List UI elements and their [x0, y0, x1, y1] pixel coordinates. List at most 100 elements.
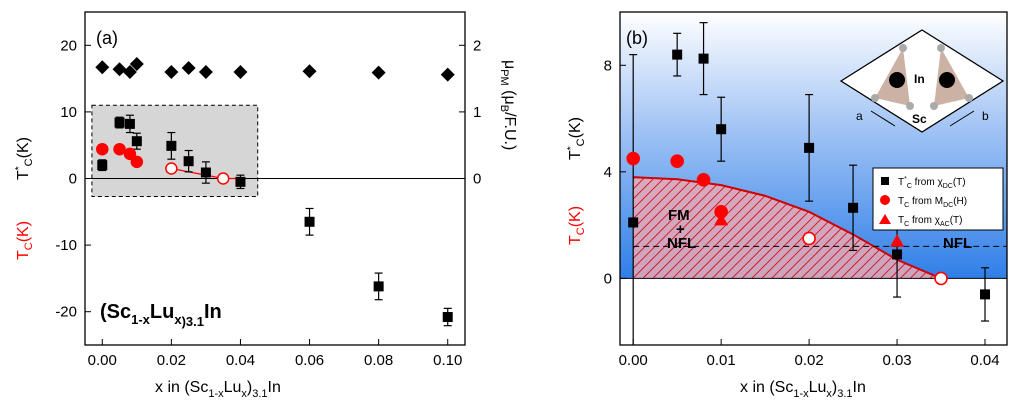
legend-marker-square: [881, 177, 889, 185]
mu-pm-point: [198, 64, 213, 79]
region-label-nfl: NFL: [943, 235, 972, 252]
tc-star-point: [183, 156, 194, 167]
legend-marker-triangle: [879, 214, 891, 224]
region-label-fm: FM: [668, 207, 690, 224]
panel-a-label: (a): [96, 28, 118, 48]
y-tick-label-a: 0: [69, 171, 77, 188]
inset-label-b: b: [982, 109, 989, 123]
x-tick-label-b: 0.04: [970, 352, 999, 369]
plot-frame-b: [619, 11, 1008, 346]
y-tick-label-b: 4: [604, 164, 612, 181]
x-tick-label-a: 0.02: [157, 352, 186, 369]
inset-sc-atom: [871, 94, 879, 102]
crystal-structure-inset: In Sc a b: [839, 29, 1005, 133]
y-tick-label-a: -10: [55, 237, 77, 254]
region-label-fm-nfl: NFL: [667, 235, 696, 252]
x-tick-label-a: 0.10: [433, 352, 462, 369]
tc-point: [216, 172, 230, 185]
tc-mdc-point: [934, 271, 948, 286]
tc-star-point: [200, 167, 211, 178]
tc-mdc-point: [802, 231, 816, 246]
tc-point: [130, 155, 144, 169]
tc-star-point: [97, 160, 108, 171]
tc-star-point: [980, 289, 991, 300]
panel-b-label: (b): [626, 28, 648, 48]
tc-star-point: [166, 140, 177, 151]
tc-mdc-point: [670, 154, 684, 168]
tc-star-point: [114, 117, 125, 128]
y2-tick-label-a: 0: [473, 171, 481, 188]
y-tick-label-b: 8: [604, 57, 612, 74]
x-tick-label-b: 0.01: [707, 352, 736, 369]
legend-box: [872, 167, 1004, 231]
mu-pm-point: [164, 64, 179, 79]
x-tick-label-a: 0.08: [364, 352, 393, 369]
inset-label-a: a: [856, 109, 863, 123]
inset-rhombus: [839, 29, 1005, 133]
inset-sc-atom: [930, 102, 938, 110]
tc-star-point: [716, 124, 727, 135]
mu-pm-point: [181, 60, 196, 75]
y-axis-label-black-b: T*C(K): [566, 117, 587, 160]
x-tick-label-a: 0.00: [88, 352, 117, 369]
phase-boundary: [633, 176, 942, 280]
legend-marker-circle: [880, 195, 890, 205]
mu-pm-point: [129, 56, 144, 71]
tc-star-point: [304, 216, 315, 227]
inset-sc-atom: [899, 44, 907, 52]
tc-star-point: [373, 281, 384, 292]
x-tick-label-b: 0.00: [619, 352, 648, 369]
mu-pm-point: [371, 65, 386, 80]
inset-axis-b: [949, 110, 975, 127]
tc-mdc-point: [696, 173, 711, 187]
x-tick-label-b: 0.02: [795, 352, 824, 369]
mu-pm-point: [122, 64, 137, 79]
tc-star-point: [131, 136, 142, 147]
tc-point: [96, 142, 109, 156]
inset-sc-atom: [937, 44, 945, 52]
mu-pm-point: [440, 67, 455, 82]
tc-ac-point: [714, 212, 729, 226]
annotation-compound-a: (Sc1-xLux)3.1In: [100, 301, 222, 329]
x-tick-label-a: 0.06: [295, 352, 324, 369]
inset-sc-atom: [965, 94, 973, 102]
tc-point: [123, 147, 137, 161]
inset-axis-a: [870, 110, 896, 127]
panel-b: 0.00 0.01 0.02 0.03 0.04 8 4 0 (b) FM + NFL NFL…: [566, 11, 1008, 400]
y-tick-label-b: 0: [604, 270, 612, 287]
fm-region-hatch: [633, 177, 942, 279]
tc-point: [113, 142, 126, 156]
tc-star-point: [235, 176, 246, 187]
tc-point: [165, 162, 178, 175]
region-label-plus: +: [676, 221, 685, 238]
mu-pm-point: [112, 62, 127, 77]
mu-pm-point: [233, 64, 248, 79]
y-axis-label-red-a: TC(K): [15, 221, 35, 260]
tc-star-point: [124, 118, 135, 129]
y-axis-label-red-b: TC(K): [567, 206, 587, 245]
y-tick-label-a: 10: [60, 104, 77, 121]
inset-sc-atom: [906, 102, 914, 110]
tc-star-point: [804, 142, 815, 153]
tc-mdc-point: [626, 151, 640, 166]
tc-star-point: [698, 53, 709, 64]
tc-star-point: [848, 202, 859, 213]
y-tick-label-a: -20: [55, 304, 77, 321]
mu-pm-point: [302, 64, 317, 79]
tc-ac-point: [890, 234, 905, 247]
inset-label-sc: Sc: [912, 112, 927, 126]
tc-star-point: [628, 217, 639, 228]
x-tick-label-a: 0.04: [226, 352, 255, 369]
legend: T*C from χDC(T) TC from MDC(H) TC from χ…: [872, 167, 1004, 231]
inset-label-in: In: [914, 72, 925, 86]
x-tick-label-b: 0.03: [882, 352, 911, 369]
tc-star-point: [892, 249, 903, 260]
tc-star-point: [672, 49, 683, 60]
y2-tick-label-a: 2: [473, 37, 481, 54]
y2-axis-label-a: μPM (μB/F.U.): [498, 60, 518, 150]
y-axis-label-black-a: T*C(K): [14, 137, 35, 180]
y-tick-label-a: 20: [60, 37, 77, 54]
y2-tick-label-a: 1: [473, 104, 481, 121]
inset-in-atom-left: [889, 72, 905, 88]
